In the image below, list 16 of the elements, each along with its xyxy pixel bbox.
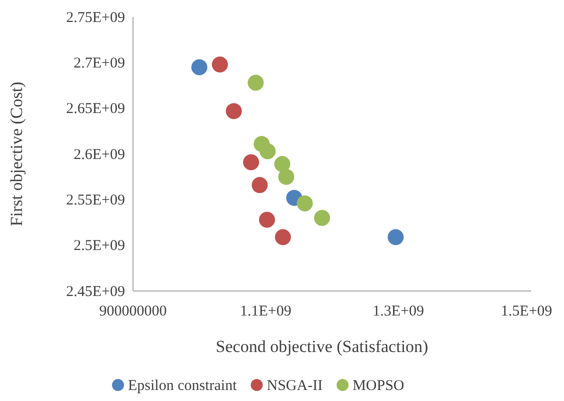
y-tick-label: 2.45E+09 bbox=[66, 284, 125, 300]
y-axis-title: First objective (Cost) bbox=[7, 82, 26, 226]
y-tick-label: 2.7E+09 bbox=[74, 55, 125, 72]
y-tick-label: 2.65E+09 bbox=[66, 101, 125, 118]
y-tick-label: 2.55E+09 bbox=[66, 192, 125, 208]
x-axis-title: Second objective (Satisfaction) bbox=[216, 337, 428, 356]
x-tick-label: 1.3E+09 bbox=[372, 304, 424, 320]
x-tick-label: 1.5E+09 bbox=[500, 304, 552, 320]
legend-label: NSGA-II bbox=[266, 378, 323, 394]
x-tick-label: 900000000 bbox=[99, 304, 167, 320]
x-tick-label: 1.1E+09 bbox=[240, 304, 292, 320]
y-tick-label: 2.75E+09 bbox=[66, 10, 125, 26]
legend-label: MOPSO bbox=[352, 378, 404, 394]
legend-label: Epsilon constraint bbox=[128, 378, 238, 394]
y-tick-label: 2.6E+09 bbox=[74, 146, 125, 163]
y-tick-label: 2.5E+09 bbox=[74, 238, 125, 254]
